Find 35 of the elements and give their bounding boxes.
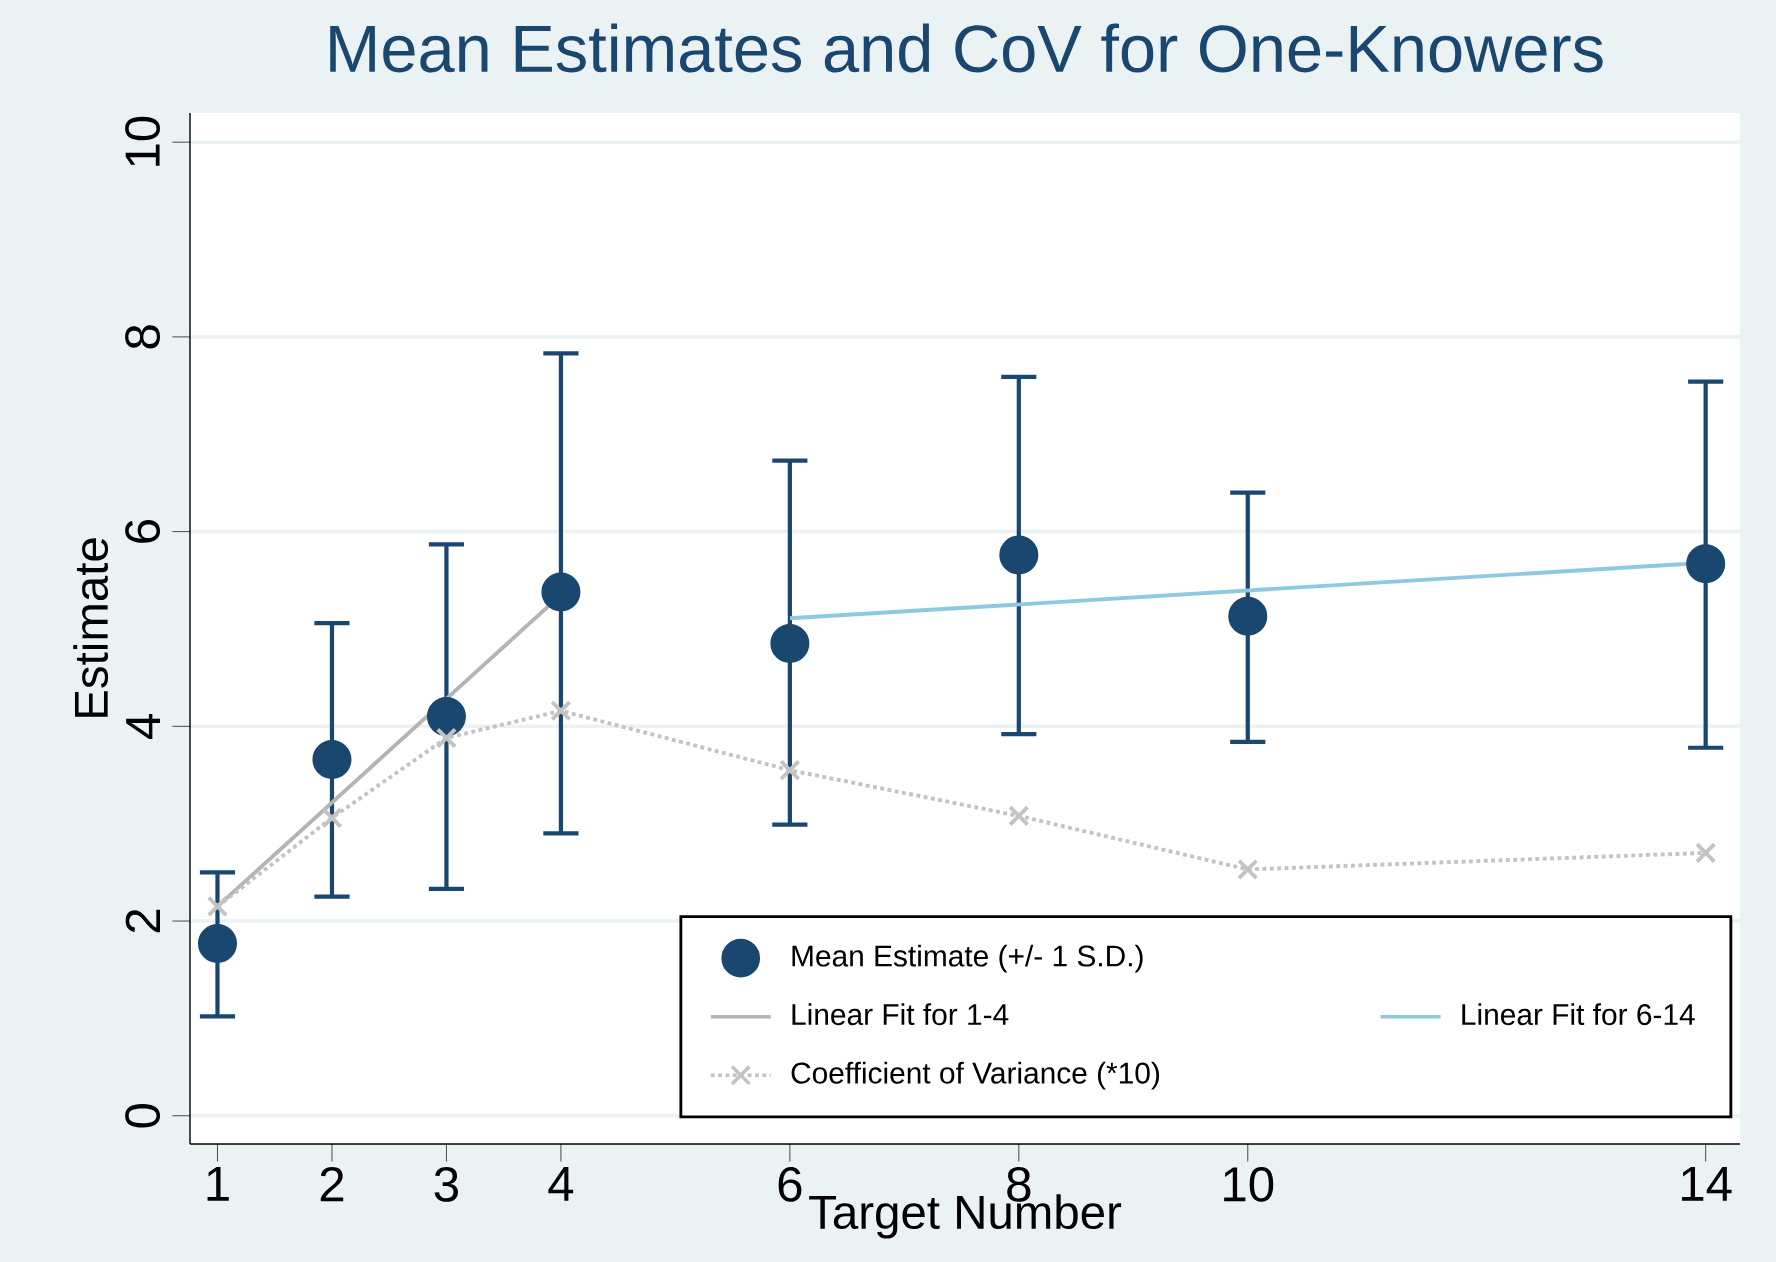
point xyxy=(1686,544,1726,584)
legend-label: Linear Fit for 1-4 xyxy=(792,1003,1009,1026)
point xyxy=(1695,842,1717,864)
point xyxy=(550,700,572,722)
y-tick-label: 0 xyxy=(125,1103,161,1128)
point xyxy=(312,739,352,779)
point xyxy=(1228,596,1268,636)
legend-label: Mean Estimate (+/- 1 S.D.) xyxy=(792,944,1143,973)
point xyxy=(999,535,1039,575)
point xyxy=(435,727,458,749)
y-axis-title: Estimate xyxy=(73,538,109,717)
point xyxy=(541,572,581,612)
x-tick-label: 2 xyxy=(320,1166,344,1202)
x-tick-label: 4 xyxy=(548,1166,574,1201)
x-tick-label: 6 xyxy=(778,1166,802,1202)
legend-label: Coefficient of Variance (*10) xyxy=(791,1061,1160,1090)
x-tick-label: 10 xyxy=(1224,1166,1274,1202)
point xyxy=(779,759,801,781)
point xyxy=(1008,805,1030,827)
x-tick-label: 1 xyxy=(207,1166,229,1201)
legend-label: Linear Fit for 6-14 xyxy=(1462,1003,1695,1026)
y-tick-label: 10 xyxy=(125,116,161,166)
x-tick-label: 3 xyxy=(434,1166,458,1202)
chart-title: Mean Estimates and CoV for One-Knowers xyxy=(330,23,1603,73)
y-tick-label: 2 xyxy=(125,909,161,933)
point xyxy=(321,807,343,829)
point xyxy=(1237,858,1259,881)
point xyxy=(770,624,810,664)
point xyxy=(426,697,466,737)
x-tick-label: 14 xyxy=(1682,1166,1732,1201)
y-tick-label: 8 xyxy=(125,325,161,349)
point xyxy=(206,895,229,918)
y-tick-label: 6 xyxy=(125,520,161,543)
point xyxy=(197,923,237,963)
y-tick-label: 4 xyxy=(126,714,161,739)
